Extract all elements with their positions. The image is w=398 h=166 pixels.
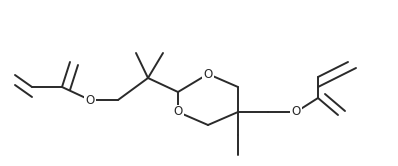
Text: O: O <box>174 106 183 119</box>
Text: O: O <box>86 93 95 107</box>
Text: O: O <box>203 68 213 81</box>
Text: O: O <box>291 106 300 119</box>
